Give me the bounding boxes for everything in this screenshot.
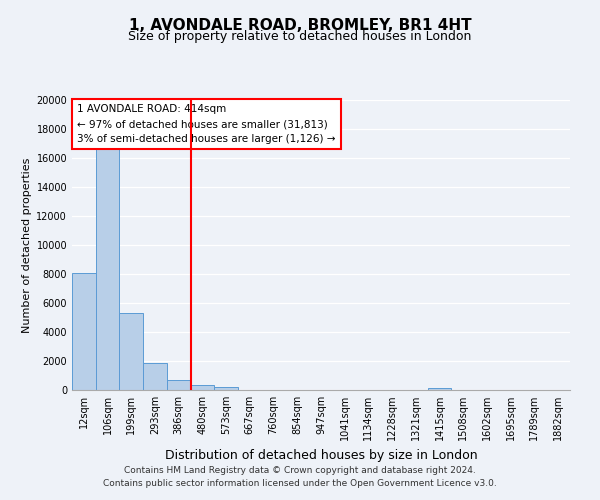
Bar xyxy=(96,150,119,390)
Text: 1, AVONDALE ROAD, BROMLEY, BR1 4HT: 1, AVONDALE ROAD, BROMLEY, BR1 4HT xyxy=(128,18,472,32)
Bar xyxy=(72,272,96,390)
Text: 1 AVONDALE ROAD: 414sqm
← 97% of detached houses are smaller (31,813)
3% of semi: 1 AVONDALE ROAD: 414sqm ← 97% of detache… xyxy=(77,104,335,144)
Bar xyxy=(167,380,191,390)
Text: Size of property relative to detached houses in London: Size of property relative to detached ho… xyxy=(128,30,472,43)
X-axis label: Distribution of detached houses by size in London: Distribution of detached houses by size … xyxy=(164,448,478,462)
Bar xyxy=(428,388,451,390)
Bar xyxy=(214,387,238,390)
Text: Contains HM Land Registry data © Crown copyright and database right 2024.
Contai: Contains HM Land Registry data © Crown c… xyxy=(103,466,497,487)
Bar xyxy=(119,313,143,390)
Bar xyxy=(191,385,214,390)
Bar xyxy=(143,363,167,390)
Y-axis label: Number of detached properties: Number of detached properties xyxy=(22,158,32,332)
